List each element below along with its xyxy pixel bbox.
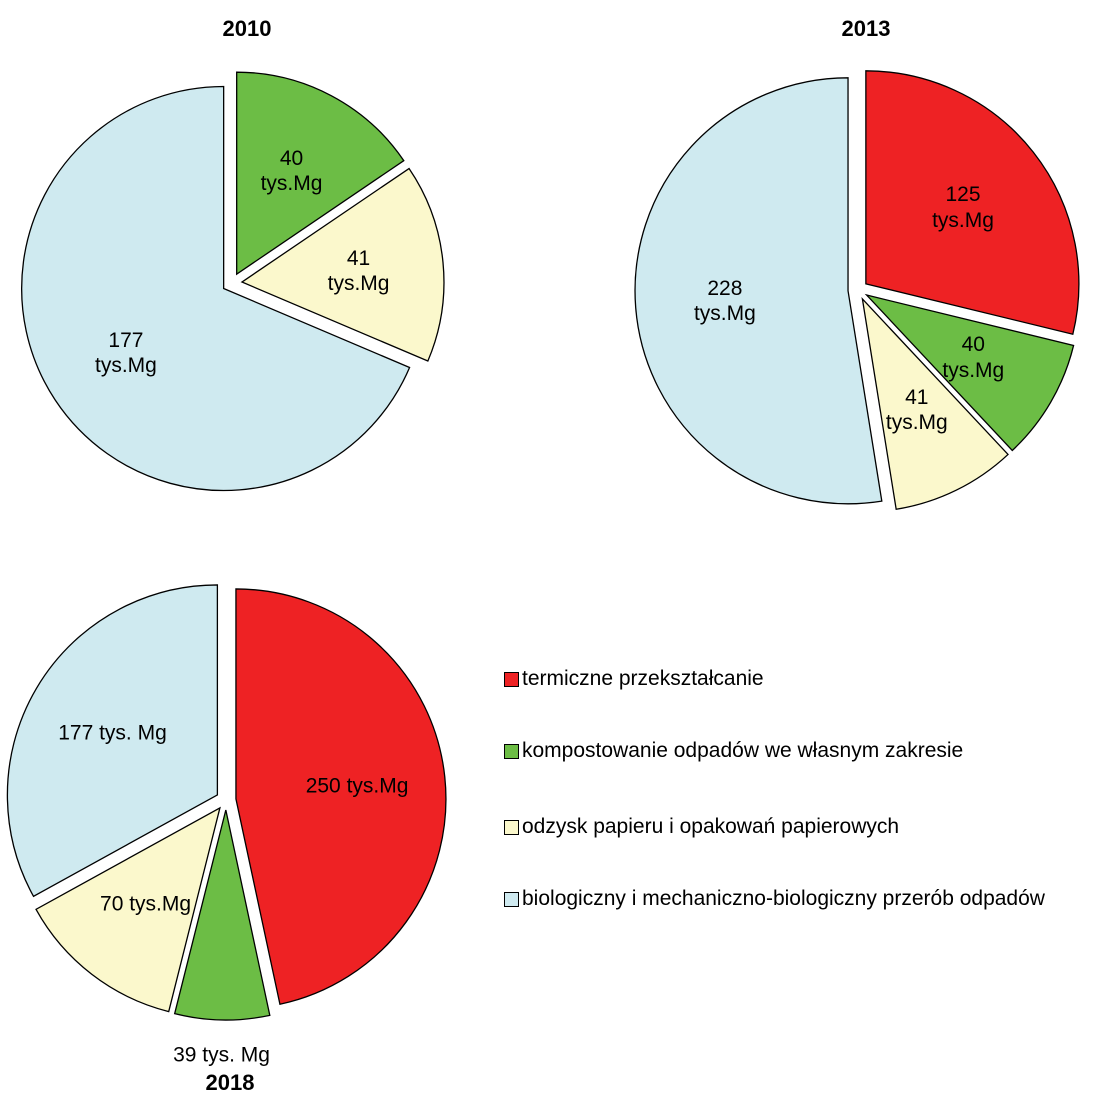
slice-label: 177 tys.Mg xyxy=(95,328,157,378)
legend-swatch xyxy=(504,744,519,759)
legend-item: biologiczny i mechaniczno-biologiczny pr… xyxy=(504,886,1092,911)
slice-label: 228 tys.Mg xyxy=(693,276,756,325)
pie-title: 2010 xyxy=(222,16,272,41)
pie-slice xyxy=(21,85,411,492)
pie-slice xyxy=(235,588,447,1006)
legend-swatch xyxy=(504,820,519,835)
pie-slice xyxy=(35,806,221,1013)
slice-label: 39 tys. Mg xyxy=(173,1043,270,1067)
legend-swatch xyxy=(504,892,519,907)
pie-slice xyxy=(240,167,445,362)
legend-item: kompostowanie odpadów we własnym zakresi… xyxy=(504,738,1092,763)
legend-item: termiczne przekształcanie xyxy=(504,666,1092,691)
slice-label: 70 tys.Mg xyxy=(100,892,192,916)
slice-label: 250 tys.Mg xyxy=(305,774,409,798)
slice-label: 41 tys.Mg xyxy=(885,385,948,434)
pie-slice xyxy=(864,293,1075,452)
slice-label: 40 tys.Mg xyxy=(942,333,1005,382)
legend-label: termiczne przekształcanie xyxy=(522,667,764,690)
pie-title: 2013 xyxy=(841,16,891,41)
slice-label: 177 tys. Mg xyxy=(58,721,167,745)
legend-item: odzysk papieru i opakowań papierowych xyxy=(504,814,1092,839)
legend-label: biologiczny i mechaniczno-biologiczny pr… xyxy=(522,887,1045,910)
pie-slice xyxy=(861,296,1009,511)
slice-label: 41 tys.Mg xyxy=(327,246,390,295)
pie-slice xyxy=(865,70,1080,336)
legend-label: kompostowanie odpadów we własnym zakresi… xyxy=(522,739,964,762)
slice-label: 40 tys.Mg xyxy=(260,146,323,195)
legend-label: odzysk papieru i opakowań papierowych xyxy=(522,815,900,838)
pie-slice xyxy=(634,77,883,505)
legend-swatch xyxy=(504,672,519,687)
pie-title: 2018 xyxy=(205,1070,255,1095)
slice-label: 125 tys.Mg xyxy=(932,183,994,232)
pie-slice xyxy=(236,71,405,276)
pie-slice xyxy=(6,584,219,898)
pie-slice xyxy=(173,809,271,1021)
